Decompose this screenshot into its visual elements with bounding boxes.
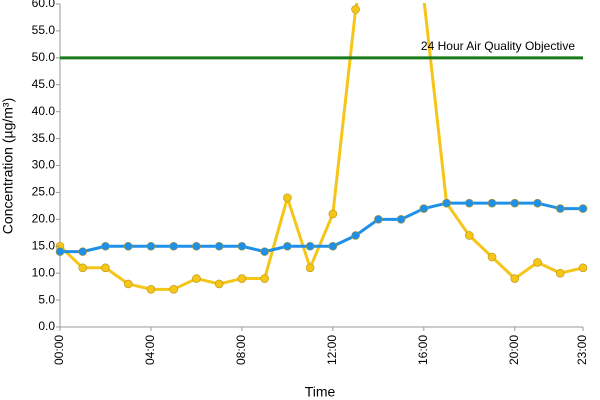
- y-tick-label: 45.0: [32, 77, 56, 91]
- data-point: [101, 241, 110, 251]
- x-tick-label: 16:00: [416, 335, 430, 365]
- data-point: [420, 0, 428, 3]
- y-tick-label: 30.0: [32, 158, 56, 172]
- data-point: [305, 263, 315, 273]
- y-tick-label: 60.0: [32, 0, 56, 10]
- y-tick-label: 10.0: [32, 265, 56, 279]
- data-point: [214, 241, 224, 251]
- y-tick-label: 25.0: [32, 185, 56, 199]
- data-point: [533, 258, 542, 267]
- y-tick-label: 15.0: [32, 238, 56, 252]
- data-point: [123, 279, 133, 289]
- data-point: [555, 204, 565, 213]
- x-tick-label: 12:00: [325, 335, 339, 365]
- data-point: [487, 252, 497, 262]
- data-point: [487, 198, 497, 208]
- y-tick-label: 50.0: [32, 50, 56, 64]
- data-point: [283, 241, 292, 251]
- x-axis-title: Time: [305, 384, 336, 400]
- reference-label: 24 Hour Air Quality Objective: [421, 39, 575, 53]
- plot-area: [55, 0, 588, 294]
- data-point: [465, 198, 474, 208]
- data-point: [78, 247, 88, 256]
- data-point: [169, 241, 178, 251]
- data-point: [55, 247, 65, 256]
- data-point: [578, 204, 588, 213]
- x-tick-label: 00:00: [52, 335, 66, 365]
- data-point: [101, 263, 110, 273]
- x-tick-label: 20:00: [507, 335, 521, 365]
- data-point: [533, 198, 542, 208]
- x-tick-label: 08:00: [234, 335, 248, 365]
- data-point: [260, 247, 269, 256]
- data-point: [374, 215, 383, 224]
- data-point: [419, 204, 429, 213]
- data-point: [169, 285, 178, 294]
- data-point: [283, 193, 292, 203]
- y-tick-label: 35.0: [32, 131, 56, 145]
- data-point: [578, 263, 588, 273]
- y-tick-label: 20.0: [32, 212, 56, 226]
- data-point: [237, 274, 247, 283]
- data-point: [510, 274, 520, 283]
- x-tick-label: 23:00: [575, 335, 589, 365]
- data-point: [192, 241, 201, 251]
- data-point: [123, 241, 133, 251]
- y-axis-title: Concentration (µg/m³): [0, 98, 16, 234]
- data-point: [465, 231, 474, 240]
- y-tick-label: 5.0: [38, 292, 55, 306]
- data-point: [146, 241, 156, 251]
- data-point: [260, 274, 269, 283]
- data-point: [351, 231, 360, 240]
- data-point: [555, 268, 565, 278]
- data-point: [146, 285, 156, 294]
- data-point: [78, 263, 88, 273]
- data-point: [510, 198, 520, 208]
- data-point: [237, 241, 247, 251]
- x-tick-label: 04:00: [143, 335, 157, 365]
- data-point: [328, 209, 338, 219]
- data-point: [305, 241, 315, 251]
- y-tick-label: 40.0: [32, 104, 56, 118]
- data-point: [214, 279, 224, 289]
- y-tick-label: 55.0: [32, 23, 56, 37]
- data-point: [351, 5, 360, 14]
- data-point: [442, 198, 451, 208]
- data-point: [192, 274, 201, 283]
- data-point: [328, 241, 338, 251]
- data-point: [396, 215, 406, 224]
- y-tick-label: 0.0: [38, 319, 55, 333]
